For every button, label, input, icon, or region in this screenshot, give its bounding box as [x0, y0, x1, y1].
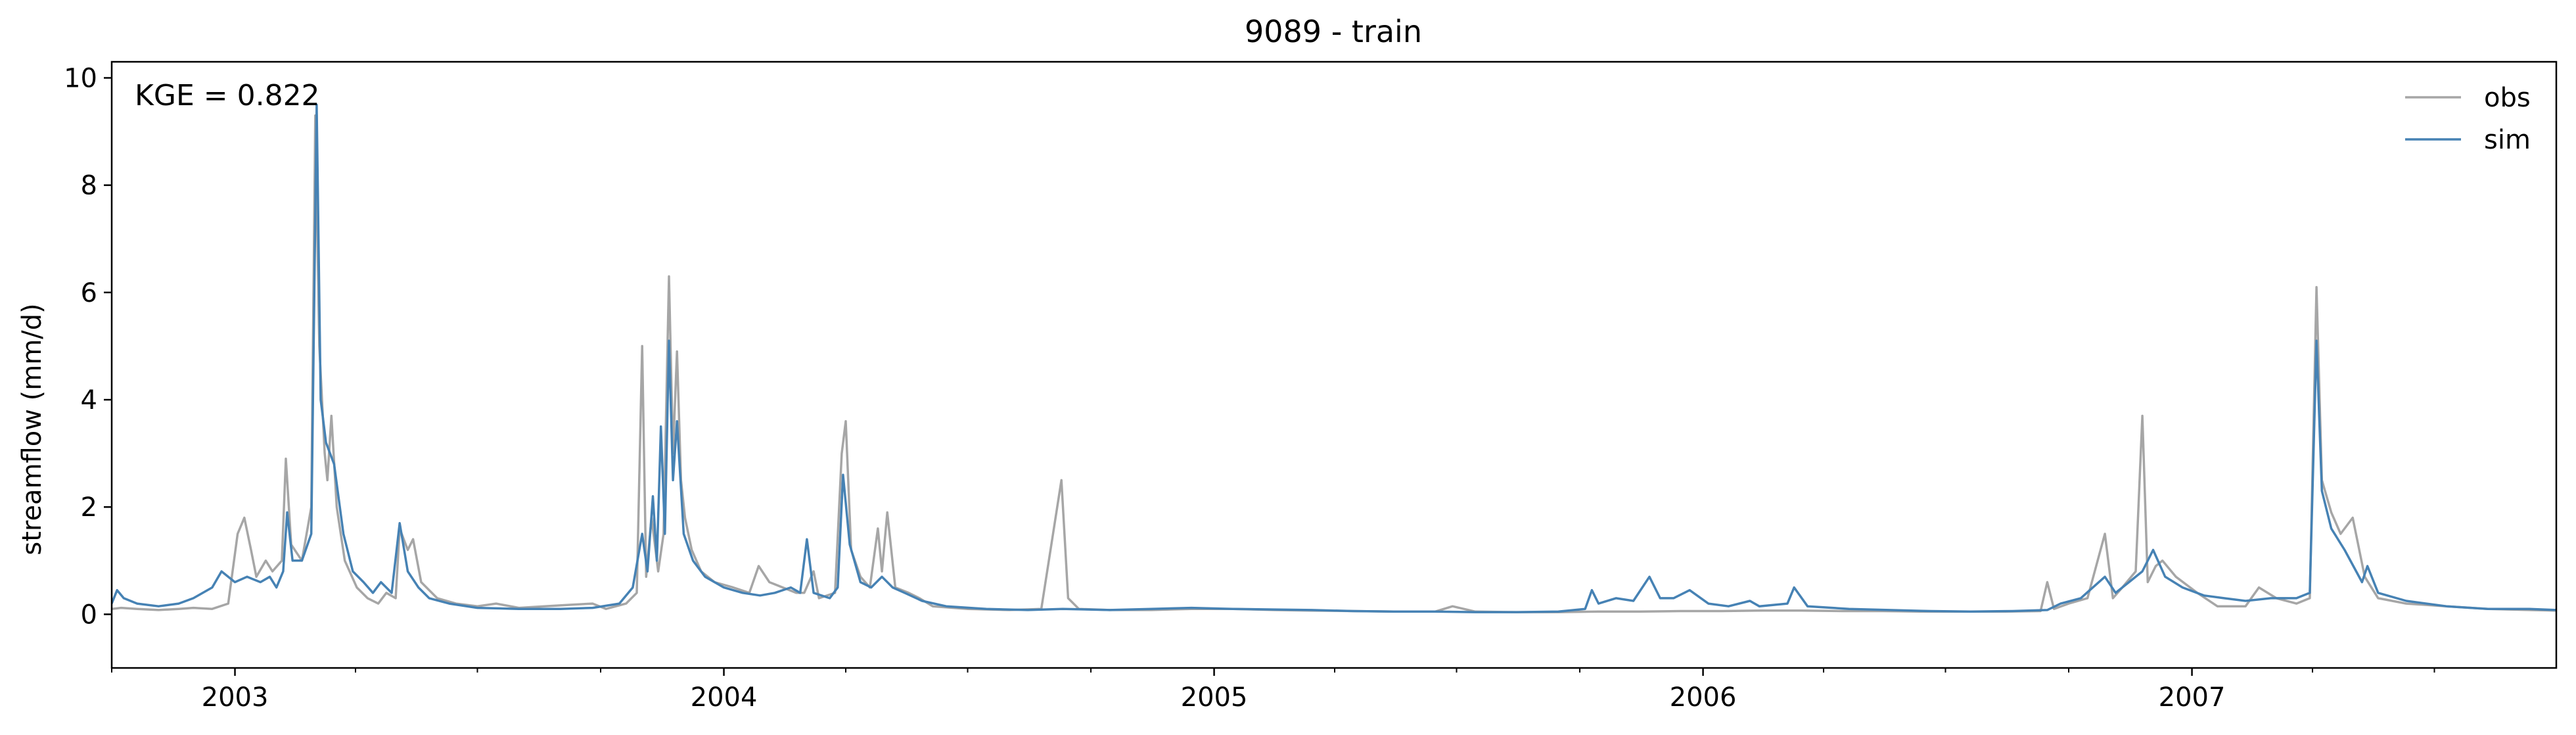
x-tick-label: 2004	[691, 682, 758, 713]
kge-annotation: KGE = 0.822	[135, 79, 320, 112]
series-line-obs	[112, 114, 2556, 613]
legend-label-sim: sim	[2484, 125, 2531, 155]
x-tick-label: 2007	[2159, 682, 2226, 713]
y-tick-label: 2	[81, 492, 97, 523]
y-tick-label: 8	[81, 171, 97, 201]
y-tick-label: 6	[81, 278, 97, 308]
x-tick-label: 2003	[202, 682, 269, 713]
plot-frame	[110, 60, 2558, 669]
x-tick-label: 2006	[1670, 682, 1737, 713]
y-axis: 0 2 4 6 8 10	[64, 63, 112, 630]
series-line-sim	[112, 103, 2556, 613]
legend: obs sim	[2405, 83, 2531, 155]
chart-title: 9089 - train	[1245, 14, 1422, 49]
y-tick-label: 4	[81, 385, 97, 415]
y-axis-label: streamflow (mm/d)	[17, 303, 47, 555]
y-tick-label: 0	[81, 600, 97, 630]
series-layer	[112, 103, 2556, 613]
x-axis: 2003 2004 2005 2006 2007	[111, 668, 2435, 713]
x-tick-label: 2005	[1181, 682, 1248, 713]
legend-label-obs: obs	[2484, 83, 2531, 113]
y-tick-label: 10	[64, 63, 97, 93]
